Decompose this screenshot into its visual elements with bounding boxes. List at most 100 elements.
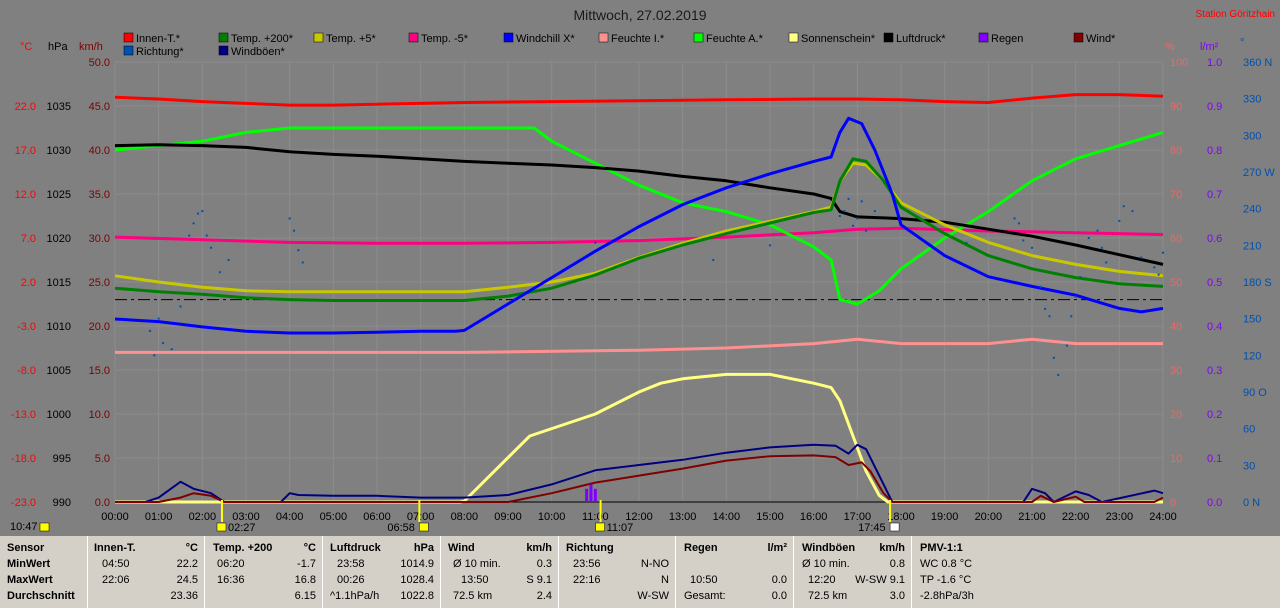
- direction-point: [1022, 239, 1025, 242]
- x-tick: 18:00: [887, 511, 915, 523]
- stats-luftdruck-min: 1014.9: [400, 558, 434, 570]
- stats-innen-max: 24.5: [176, 574, 198, 586]
- x-tick: 01:00: [145, 511, 173, 523]
- x-tick: 15:00: [756, 511, 784, 523]
- direction-tick: 120: [1243, 350, 1261, 362]
- x-tick: 02:00: [189, 511, 217, 523]
- legend-swatch: [123, 45, 134, 56]
- x-tick: 12:00: [625, 511, 653, 523]
- stats-temp200-title: Temp. +200: [213, 542, 273, 554]
- speed-tick: 20.0: [89, 321, 110, 333]
- stats-richtung-min-time: 23:56: [573, 558, 601, 570]
- direction-tick: 180 S: [1243, 277, 1272, 289]
- percent-tick: 60: [1170, 233, 1182, 245]
- percent-tick: 80: [1170, 145, 1182, 157]
- stats-windboeen-unit: km/h: [879, 542, 905, 554]
- direction-point: [1065, 344, 1068, 347]
- series-line: [114, 126, 1164, 306]
- direction-point: [1039, 285, 1042, 288]
- series-line: [114, 226, 1164, 245]
- pressure-tick: 1005: [47, 365, 71, 377]
- direction-point: [965, 241, 968, 244]
- pressure-unit: hPa: [48, 41, 68, 53]
- direction-point: [1131, 210, 1134, 213]
- stats-wind-title: Wind: [448, 542, 475, 554]
- rain-tick: 0.4: [1207, 321, 1222, 333]
- direction-tick: 270 W: [1243, 167, 1275, 179]
- direction-point: [1087, 237, 1090, 239]
- direction-point: [192, 222, 195, 225]
- direction-point: [218, 271, 221, 274]
- stats-richtung-max: N: [661, 574, 669, 586]
- percent-tick: 20: [1170, 409, 1182, 421]
- pressure-tick: 990: [53, 497, 71, 509]
- series-line: [114, 161, 1164, 294]
- current-time-marker: [39, 522, 50, 532]
- legend-swatch: [503, 32, 514, 43]
- x-tick: 06:00: [363, 511, 391, 523]
- direction-point: [847, 197, 850, 200]
- legend-label: Regen: [991, 33, 1023, 45]
- rain-tick: 0.7: [1207, 189, 1222, 201]
- legend-swatch: [313, 32, 324, 43]
- x-tick: 11:00: [582, 511, 609, 523]
- direction-unit: °: [1240, 37, 1244, 49]
- direction-point: [1122, 205, 1125, 208]
- direction-point: [1105, 261, 1108, 264]
- legend-label: Windchill X*: [516, 33, 575, 45]
- sunrise-icon: [216, 522, 227, 532]
- series-line: [114, 157, 1164, 302]
- direction-point: [288, 217, 291, 220]
- direction-tick: 60: [1243, 424, 1255, 436]
- speed-tick: 45.0: [89, 101, 110, 113]
- direction-point: [1048, 315, 1051, 318]
- stats-innen-avg: 23.36: [170, 590, 198, 602]
- station-name: Station Göritzhain: [1196, 9, 1276, 20]
- direction-point: [188, 234, 191, 237]
- stats-richtung-max-time: 22:16: [573, 574, 601, 586]
- x-tick: 09:00: [494, 511, 522, 523]
- stats-temp200-min: -1.7: [297, 558, 316, 570]
- legend-label: Windböen*: [231, 46, 286, 58]
- temp-tick: 7.0: [21, 233, 36, 245]
- x-tick: 03:00: [232, 511, 260, 523]
- stats-wind-max: S 9.1: [526, 574, 552, 586]
- direction-point: [153, 354, 156, 357]
- speed-tick: 10.0: [89, 409, 110, 421]
- direction-point: [1157, 273, 1160, 276]
- pressure-tick: 1035: [47, 101, 71, 113]
- direction-point: [170, 348, 173, 351]
- temp-unit: °C: [20, 41, 32, 53]
- legend: Innen-T.* Temp. +200* Temp. +5* Temp. -5* Wi…: [123, 32, 1116, 58]
- stats-windboeen-min: 0.8: [889, 558, 905, 570]
- percent-tick: 90: [1170, 101, 1182, 113]
- stats-col-regen: Regen l/m² 10:50 0.0 Gesamt: 0.0: [676, 536, 794, 608]
- speed-tick: 40.0: [89, 145, 110, 157]
- direction-tick: 240: [1243, 204, 1261, 216]
- speed-unit: km/h: [79, 41, 103, 53]
- legend-label: Richtung*: [136, 46, 184, 58]
- direction-point: [196, 212, 199, 215]
- stats-pmv-wc: WC 0.8 °C: [920, 558, 973, 570]
- direction-point: [712, 259, 715, 261]
- stats-col-wind: Wind km/h Ø 10 min. 0.3 13:50 S 9.1 72.5 km…: [441, 536, 559, 608]
- legend-label: Temp. +200*: [231, 33, 294, 45]
- legend-swatch: [408, 32, 419, 43]
- direction-point: [1074, 295, 1077, 298]
- direction-point: [856, 217, 859, 220]
- legend-swatch: [1073, 32, 1084, 43]
- stats-pmv-title: PMV-1:1: [920, 542, 963, 554]
- rain-tick: 0.1: [1207, 453, 1222, 465]
- stats-richtung-title: Richtung: [566, 542, 614, 554]
- stats-col-windboeen: Windböen km/h Ø 10 min. 0.8 12:20 W-SW 9.1 …: [794, 536, 912, 608]
- current-time-label: 10:47: [10, 521, 38, 533]
- temp-tick: 22.0: [15, 101, 36, 113]
- pressure-tick: 1030: [47, 145, 71, 157]
- rain-tick: 0.6: [1207, 233, 1222, 245]
- stats-innen-min: 22.2: [176, 558, 198, 570]
- rain-tick: 0.9: [1207, 101, 1222, 113]
- x-tick: 22:00: [1062, 511, 1090, 523]
- stats-wind-avg: 2.4: [536, 590, 552, 602]
- x-tick: 20:00: [975, 511, 1003, 523]
- direction-tick: 150: [1243, 314, 1261, 326]
